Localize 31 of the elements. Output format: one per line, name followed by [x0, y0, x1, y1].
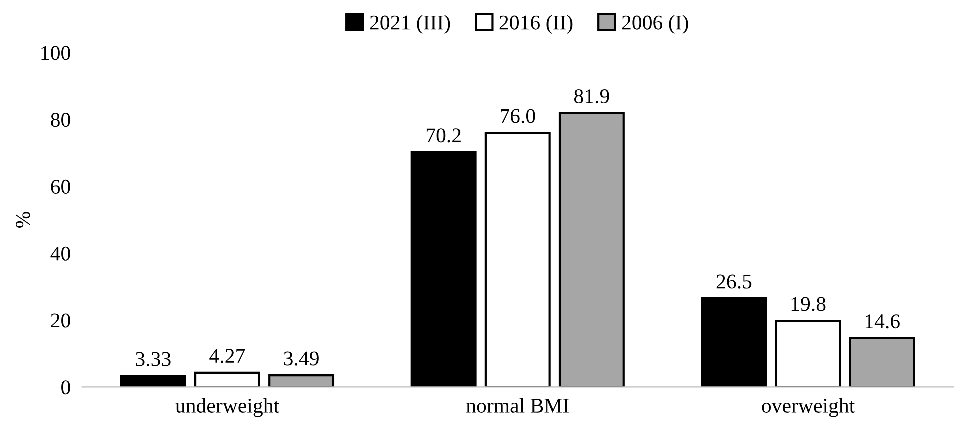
bar: [194, 372, 260, 388]
x-tick-label: overweight: [762, 398, 856, 418]
bar: [775, 320, 842, 388]
y-axis-title: %: [16, 212, 30, 228]
data-label: 3.33: [136, 352, 171, 366]
y-tick-label: 100: [42, 46, 70, 60]
bar: [120, 375, 186, 388]
y-tick-label: 60: [51, 180, 70, 194]
data-label: 14.6: [866, 314, 900, 329]
bar: [484, 132, 551, 388]
data-label: 19.8: [792, 297, 826, 312]
data-label: 26.5: [716, 274, 752, 289]
x-tick-label: underweight: [176, 398, 280, 418]
y-tick-label: 20: [51, 314, 70, 328]
data-label: 4.27: [210, 349, 246, 364]
bar: [410, 151, 477, 388]
bar: [268, 374, 335, 388]
bar: [558, 112, 625, 388]
legend-label: 2021 (III): [370, 15, 450, 34]
data-label: 70.2: [426, 128, 461, 143]
legend-label: 2016 (II): [500, 15, 573, 34]
y-tick-label: 0: [62, 380, 70, 395]
bar: [701, 298, 768, 388]
legend-label: 2006 (I): [622, 15, 688, 34]
y-tick-label: 40: [50, 246, 70, 261]
data-label: 81.9: [574, 89, 610, 104]
bar: [849, 337, 916, 388]
x-tick-label: normal BMI: [466, 398, 569, 413]
data-label: 76.0: [501, 109, 536, 124]
data-label: 3.49: [284, 352, 319, 366]
y-tick-label: 80: [51, 113, 70, 128]
